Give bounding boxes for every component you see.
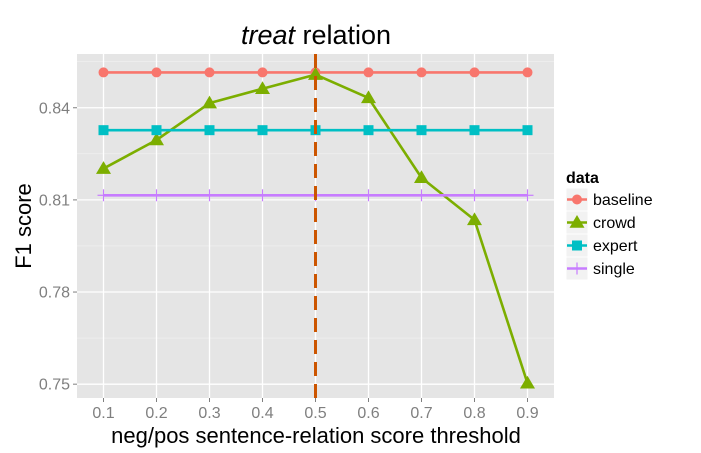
- data-point-expert: [522, 125, 533, 136]
- data-point-expert: [363, 125, 374, 136]
- data-point-single: [97, 189, 110, 202]
- x-tick-label: 0.4: [251, 405, 273, 422]
- y-tick-label: 0.81: [39, 192, 70, 209]
- y-tick-label: 0.75: [39, 377, 70, 394]
- chart-title: treat relation: [241, 20, 391, 50]
- y-axis-title: F1 score: [11, 183, 36, 269]
- legend-key-marker: [572, 194, 582, 205]
- data-point-single: [468, 189, 481, 202]
- data-point-baseline: [98, 67, 109, 78]
- legend-label: expert: [593, 238, 638, 255]
- data-point-crowd: [308, 67, 323, 80]
- data-point-baseline: [204, 67, 215, 78]
- legend: data baseline crowd expert single: [565, 170, 653, 281]
- data-point-crowd: [255, 81, 270, 94]
- x-tick-label: 0.9: [516, 405, 538, 422]
- data-point-expert: [151, 125, 162, 136]
- data-point-expert: [204, 125, 215, 136]
- legend-key-marker: [569, 215, 585, 228]
- legend-item-crowd: crowd: [565, 210, 636, 235]
- legend-title: data: [566, 170, 599, 187]
- data-point-expert: [257, 125, 268, 136]
- data-point-baseline: [363, 67, 374, 78]
- data-point-crowd: [520, 375, 535, 389]
- x-axis-title: neg/pos sentence-relation score threshol…: [111, 423, 521, 448]
- legend-item-expert: expert: [565, 233, 638, 258]
- tick-labels: 0.75 0.78 0.81 0.84 0.1 0.2 0.3 0.4 0.5 0.6 0.7 0.8…: [39, 100, 539, 422]
- legend-label: baseline: [593, 192, 653, 209]
- data-point-crowd: [149, 132, 164, 146]
- x-tick-label: 0.7: [410, 405, 432, 422]
- legend-label: crowd: [593, 215, 636, 232]
- data-point-single: [203, 189, 216, 202]
- data-point-single: [521, 189, 534, 202]
- data-point-baseline: [257, 67, 268, 78]
- legend-item-baseline: baseline: [565, 187, 653, 212]
- axis-ticks: [73, 107, 528, 402]
- x-tick-label: 0.2: [145, 405, 167, 422]
- x-tick-label: 0.3: [198, 405, 220, 422]
- data-point-baseline: [522, 67, 533, 78]
- data-point-baseline: [469, 67, 480, 78]
- data-point-single: [256, 189, 269, 202]
- data-point-baseline: [416, 67, 427, 78]
- x-tick-label: 0.8: [463, 405, 485, 422]
- data-point-single: [362, 189, 375, 202]
- series-crowd: [96, 67, 535, 389]
- data-point-crowd: [414, 170, 429, 184]
- legend-item-single: single: [565, 256, 635, 281]
- data-point-expert: [416, 125, 427, 136]
- data-point-expert: [98, 125, 109, 136]
- data-point-crowd: [467, 212, 482, 226]
- y-tick-label: 0.78: [39, 285, 70, 302]
- x-tick-label: 0.6: [357, 405, 379, 422]
- grid: [77, 54, 554, 398]
- x-tick-label: 0.1: [92, 405, 114, 422]
- chart-title-italic: treat: [241, 20, 297, 50]
- data-point-crowd: [202, 95, 217, 109]
- y-tick-label: 0.84: [39, 100, 70, 117]
- data-point-baseline: [151, 67, 162, 78]
- data-point-crowd: [361, 90, 376, 104]
- x-tick-label: 0.5: [304, 405, 326, 422]
- data-point-single: [415, 189, 428, 202]
- legend-label: single: [593, 261, 635, 278]
- data-point-single: [150, 189, 163, 202]
- data-point-expert: [469, 125, 480, 136]
- chart-title-rest: relation: [295, 20, 391, 50]
- data-point-crowd: [96, 161, 111, 174]
- legend-key-marker: [572, 240, 582, 251]
- legend-key-marker: [571, 262, 583, 275]
